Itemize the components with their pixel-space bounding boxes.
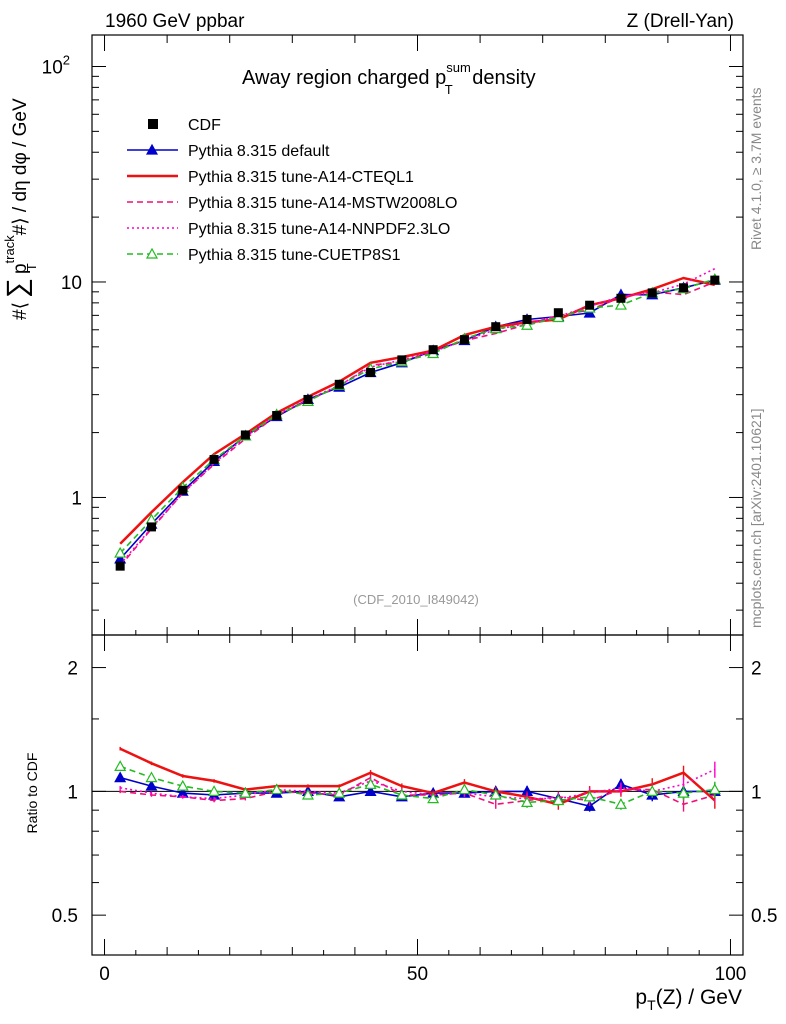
y-axis-label: #⟨∑ptrackT#⟩ / dη dφ / GeV [1,98,39,320]
ratio-tick-label-right: 2 [751,659,762,680]
rivet-version-label: Rivet 4.1.0, ≥ 3.7M events [748,87,764,250]
x-axis-label: pT(Z) / GeV [635,986,742,1013]
cdf-data-point [272,411,282,421]
ratio-series-line [119,765,715,806]
cdf-data-point [115,561,125,571]
x-tick-label: 100 [715,964,747,985]
ratio-tick-label-right: 1 [751,782,762,803]
cdf-data-point [491,322,501,332]
legend-swatch-marker [145,143,159,155]
ratio-series-marker [395,788,408,800]
x-tick-labels: 0 50 100 [99,964,746,985]
y-tick-label: 10 [61,273,82,294]
ratio-series-marker [239,786,252,798]
ratio-series-line [119,776,715,808]
main-series-line [119,278,716,554]
main-series-marker [521,319,534,330]
main-data-points [115,275,720,571]
cdf-data-point [209,455,219,465]
ratio-panel: 0.5 0.5 1 1 2 2 [52,634,777,956]
header-energy-label: 1960 GeV ppbar [105,11,245,32]
ratio-series-marker [333,786,346,798]
main-panel: 1 10 102 Away region charged psum T density… [42,34,744,636]
ratio-tick-label-right: 0.5 [751,906,777,927]
cdf-data-point [240,430,250,440]
ratio-series-group [114,746,721,812]
main-series-line [119,281,716,567]
legend-label: Pythia 8.315 tune-A14-MSTW2008LO [188,195,457,212]
cdf-data-point [522,314,532,324]
mcplots-credit-label: mcplots.cern.ch [arXiv:2401.10621] [748,409,764,628]
legend-swatch-cdf [148,119,158,129]
ratio-axis-ticks: 0.5 0.5 1 1 2 2 [52,635,777,955]
cdf-data-point [679,283,689,293]
analysis-id-label: (CDF_2010_I849042) [353,592,479,607]
legend-swatch-marker [145,247,159,259]
ratio-series-marker [614,798,627,809]
ratio-series-marker [458,783,471,795]
cdf-data-point [553,308,563,318]
main-series-group [114,267,721,567]
cdf-data-point [397,355,407,365]
ratio-series-marker [176,779,189,791]
chart-title: Away region charged psum T density [242,60,536,97]
cdf-data-point [616,293,626,303]
ratio-series-marker [301,788,314,800]
y-tick-label: 1 [71,488,82,509]
ratio-tick-label-left: 0.5 [52,906,78,927]
x-tick-label: 50 [407,964,428,985]
y-tick-label: 102 [42,52,70,78]
main-series-line [119,279,715,560]
legend-label: Pythia 8.315 default [188,143,330,160]
ratio-series-marker [646,785,659,796]
ratio-series-marker [552,794,565,806]
legend-label: Pythia 8.315 tune-A14-NNPDF2.3LO [188,221,450,238]
ratio-series-marker [427,792,440,804]
ratio-series-marker [677,786,690,798]
cdf-data-point [146,522,156,532]
ratio-series-marker [489,788,502,800]
cdf-data-point [647,288,657,298]
main-series-line [119,276,716,545]
ratio-series-marker [708,783,721,795]
legend: CDF Pythia 8.315 default Pythia 8.315 tune… [127,117,457,264]
ratio-series-marker [583,790,596,802]
ratio-series-marker [364,785,377,796]
ratio-series-marker [114,771,127,783]
ratio-axis-label: Ratio to CDF [24,753,40,834]
ratio-tick-label-left: 1 [67,782,78,803]
cdf-data-point [366,368,376,378]
cdf-data-point [585,300,595,310]
ratio-series-marker [208,785,221,796]
ratio-series-line [120,776,716,806]
ratio-tick-label-left: 2 [67,659,78,680]
x-tick-label: 0 [99,964,110,985]
ratio-series-marker [270,783,283,795]
legend-label: Pythia 8.315 tune-CUETP8S1 [188,247,401,264]
main-series-line [119,267,716,565]
cdf-data-point [428,345,438,355]
main-series-marker [114,546,127,558]
main-series-marker [614,298,627,310]
header-process-label: Z (Drell-Yan) [627,11,734,32]
cdf-data-point [459,335,469,345]
cdf-data-point [303,394,313,404]
cdf-data-point [710,275,720,285]
cdf-data-point [178,485,188,495]
ratio-series-marker [145,779,158,791]
ratio-series-marker [145,771,158,783]
ratio-series-marker [364,778,377,789]
legend-label: Pythia 8.315 tune-A14-CTEQL1 [188,169,414,186]
ratio-series-marker [114,760,127,771]
ratio-series-marker [521,796,534,808]
main-axis-ticks: 1 10 102 [42,35,743,635]
legend-label-cdf: CDF [188,117,221,134]
cdf-data-point [334,379,344,389]
ratio-series-line [119,747,716,806]
